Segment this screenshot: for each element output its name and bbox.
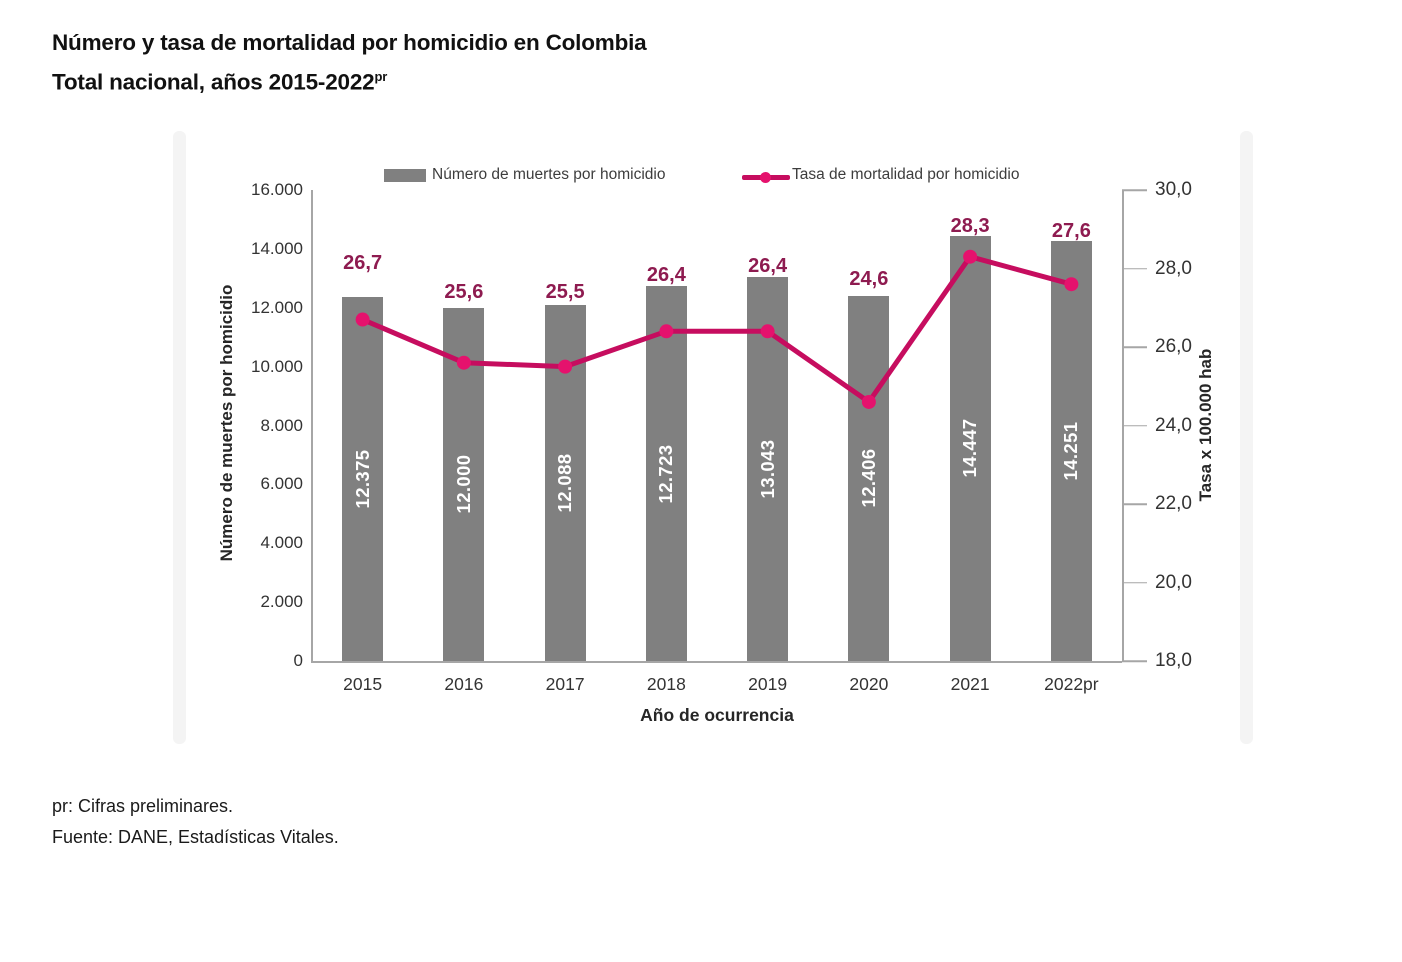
rate-point-2018 xyxy=(659,324,674,339)
y-axis-right-tick-mark xyxy=(1122,581,1147,584)
y-axis-left-line xyxy=(311,190,313,662)
y-axis-right-tick-mark xyxy=(1122,267,1147,270)
chart-title-line1: Número y tasa de mortalidad por homicidi… xyxy=(52,30,647,55)
y-axis-right-tick-label: 28,0 xyxy=(1155,257,1192,279)
y-axis-right-tick-label: 26,0 xyxy=(1155,336,1192,357)
y-axis-right-tick-label: 20,0 xyxy=(1155,571,1192,593)
y-axis-left-tick-label: 12.000 xyxy=(251,297,303,317)
footer-notes: pr: Cifras preliminares. Fuente: DANE, E… xyxy=(52,791,339,853)
y-axis-left-tick-label: 2.000 xyxy=(260,592,303,612)
y-axis-right-tick-label: 24,0 xyxy=(1155,414,1192,436)
y-axis-left-tick-label: 0 xyxy=(293,651,303,670)
y-axis-left-tick-label: 14.000 xyxy=(251,238,303,258)
rate-point-2015 xyxy=(355,312,370,327)
y-axis-right-tick-label: 18,0 xyxy=(1155,650,1192,671)
y-axis-left-tick-label: 10.000 xyxy=(251,356,303,376)
legend-bar-label: Número de muertes por homicidio xyxy=(432,166,666,183)
panel-edge-left xyxy=(173,131,186,744)
rate-point-2022pr xyxy=(1064,277,1079,292)
x-axis-category-label: 2016 xyxy=(444,674,484,694)
x-axis-title: Año de ocurrencia xyxy=(640,705,794,725)
footer-source: Fuente: DANE, Estadísticas Vitales. xyxy=(52,827,339,847)
chart-title-line2-text: Total nacional, años 2015-2022 xyxy=(52,69,375,95)
rate-point-2016 xyxy=(456,355,471,370)
x-axis-line xyxy=(311,661,1122,663)
y-axis-left-tick-label: 8.000 xyxy=(260,415,303,435)
bar-2018 xyxy=(645,286,687,661)
y-axis-right-tick-mark xyxy=(1122,189,1147,191)
x-axis-category-label: 2021 xyxy=(950,674,990,694)
x-axis-category-label: 2022pr xyxy=(1044,674,1099,694)
rate-point-2019 xyxy=(760,324,775,339)
rate-value-label: 26,7 xyxy=(343,252,383,274)
rate-value-label: 27,6 xyxy=(1051,220,1091,242)
x-axis-category-label: 2018 xyxy=(646,674,686,694)
y-axis-right-tick-mark xyxy=(1122,424,1147,427)
rate-value-label: 24,6 xyxy=(849,268,889,290)
rate-line-series xyxy=(355,249,1079,409)
rate-line xyxy=(360,254,1074,405)
legend-line-label: Tasa de mortalidad por homicidio xyxy=(792,166,1020,183)
x-axis-category-label: 2017 xyxy=(545,674,585,694)
chart-title-line2: Total nacional, años 2015-2022pr xyxy=(52,60,647,100)
legend-line-marker-icon xyxy=(760,171,771,183)
bar-2015 xyxy=(342,296,384,661)
x-axis-category-label: 2019 xyxy=(748,674,788,694)
y-axis-right-tick-mark xyxy=(1122,346,1147,348)
rate-value-label: 26,4 xyxy=(646,264,686,286)
y-axis-right-tick-label: 22,0 xyxy=(1155,493,1192,514)
footer-note-preliminary: pr: Cifras preliminares. xyxy=(52,796,234,816)
y-axis-left-tick-label: 4.000 xyxy=(260,533,303,553)
rate-point-2017 xyxy=(558,359,573,374)
legend-bar-swatch xyxy=(384,169,426,182)
rate-value-label: 26,4 xyxy=(748,255,788,277)
y-axis-left-tick-label: 6.000 xyxy=(260,474,303,494)
bar-2022pr xyxy=(1050,241,1092,661)
chart-title-superscript: pr xyxy=(374,69,388,84)
bar-2021 xyxy=(949,235,991,661)
x-axis-category-label: 2020 xyxy=(849,674,889,694)
y-axis-right-tick-label: 30,0 xyxy=(1155,179,1192,200)
rate-point-2021 xyxy=(963,249,978,264)
y-axis-right-tick-mark xyxy=(1122,503,1147,505)
x-axis-category-label: 2015 xyxy=(343,674,383,694)
rate-point-2020 xyxy=(861,394,876,409)
bar-2020 xyxy=(848,295,890,661)
rate-value-label: 28,3 xyxy=(950,215,990,237)
rate-value-label: 25,5 xyxy=(545,281,585,303)
rate-value-label: 25,6 xyxy=(444,281,484,303)
panel-edge-right xyxy=(1240,131,1253,744)
y-axis-right-tick-mark xyxy=(1122,660,1147,662)
y-axis-left-tick-label: 16.000 xyxy=(251,180,303,199)
chart-title: Número y tasa de mortalidad por homicidi… xyxy=(52,26,647,100)
